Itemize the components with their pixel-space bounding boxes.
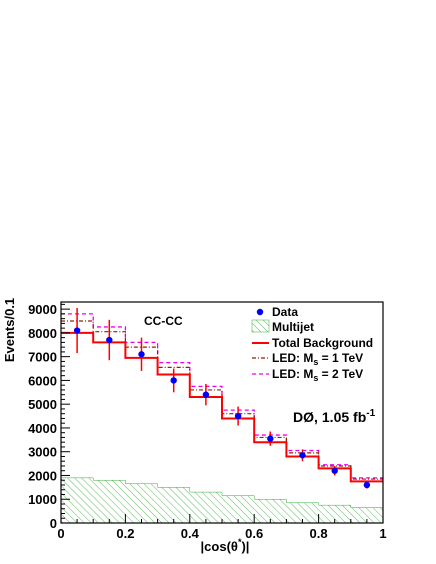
x-tick-label: 1 [379, 526, 386, 541]
x-tick-label: 0.8 [310, 526, 328, 541]
multijet-bin [125, 483, 158, 523]
multijet-bin [157, 487, 190, 523]
legend-multijet-swatch [251, 319, 270, 333]
y-tick-label: 1000 [28, 492, 57, 507]
x-tick-label: 0.6 [245, 526, 263, 541]
legend-entry-total: Total Background [252, 336, 373, 350]
y-tick-label: 8000 [28, 326, 57, 341]
y-tick-label: 0 [50, 516, 57, 531]
x-tick-label: 0.2 [116, 526, 134, 541]
data-point [299, 452, 306, 459]
data-point [106, 336, 113, 344]
y-axis-title: Events/0.1 [2, 298, 17, 362]
y-tick-label: 9000 [28, 302, 57, 317]
multijet-bin [254, 499, 287, 523]
multijet-outline [61, 477, 383, 508]
multijet-histogram [61, 477, 383, 523]
experiment-label: DØ, 1.05 fb-1 [293, 408, 376, 425]
y-tick-label: 6000 [28, 373, 57, 388]
data-point [267, 435, 274, 442]
total-background-histogram [61, 331, 383, 483]
data-point [138, 351, 145, 358]
total-background-line [61, 331, 383, 483]
data-point [234, 412, 242, 420]
data-point [202, 391, 210, 398]
multijet-bin [93, 480, 126, 523]
multijet-bin [286, 502, 319, 523]
legend-entry-led2: LED: Ms = 2 TeV [252, 367, 363, 383]
multijet-bin [318, 505, 351, 523]
y-tick-label: 5000 [28, 397, 57, 412]
multijet-bin [61, 477, 94, 523]
legend: Data Multijet Total Background LED: Ms =… [251, 305, 373, 383]
data-point [73, 327, 81, 334]
x-axis-title: |cos(θ*)| [201, 537, 250, 554]
multijet-bin [222, 495, 255, 523]
legend-entry-data: Data [256, 305, 298, 319]
data-point [363, 481, 371, 489]
multijet-bin [350, 507, 383, 523]
y-tick-label: 3000 [28, 445, 57, 460]
data-point [331, 467, 338, 474]
legend-data-label: Data [272, 305, 298, 319]
y-tick-label: 4000 [28, 421, 57, 436]
category-label: CC-CC [144, 314, 183, 328]
legend-entry-multijet: Multijet [251, 319, 314, 334]
x-axis: 0 0.2 0.4 0.6 0.8 1 [57, 514, 387, 541]
x-tick-label: 0 [57, 526, 64, 541]
legend-led2-label: LED: Ms = 2 TeV [272, 367, 363, 383]
y-axis: 0 1000 2000 3000 4000 5000 6000 7000 8000 9000 [28, 302, 70, 531]
legend-total-label: Total Background [272, 336, 373, 350]
data-point [170, 377, 177, 384]
legend-led1-label: LED: Ms = 1 TeV [272, 351, 363, 367]
y-tick-label: 7000 [28, 350, 57, 365]
data-points [73, 307, 371, 489]
y-tick-label: 2000 [28, 468, 57, 483]
multijet-bin [189, 492, 222, 523]
legend-entry-led1: LED: Ms = 1 TeV [252, 351, 363, 367]
x-tick-label: 0.4 [181, 526, 200, 541]
legend-data-marker [256, 308, 264, 316]
plot-area: 0 0.2 0.4 0.6 0.8 1 0 1000 2000 3000 4000 5000 6000… [28, 301, 387, 541]
legend-multijet-label: Multijet [272, 320, 314, 334]
